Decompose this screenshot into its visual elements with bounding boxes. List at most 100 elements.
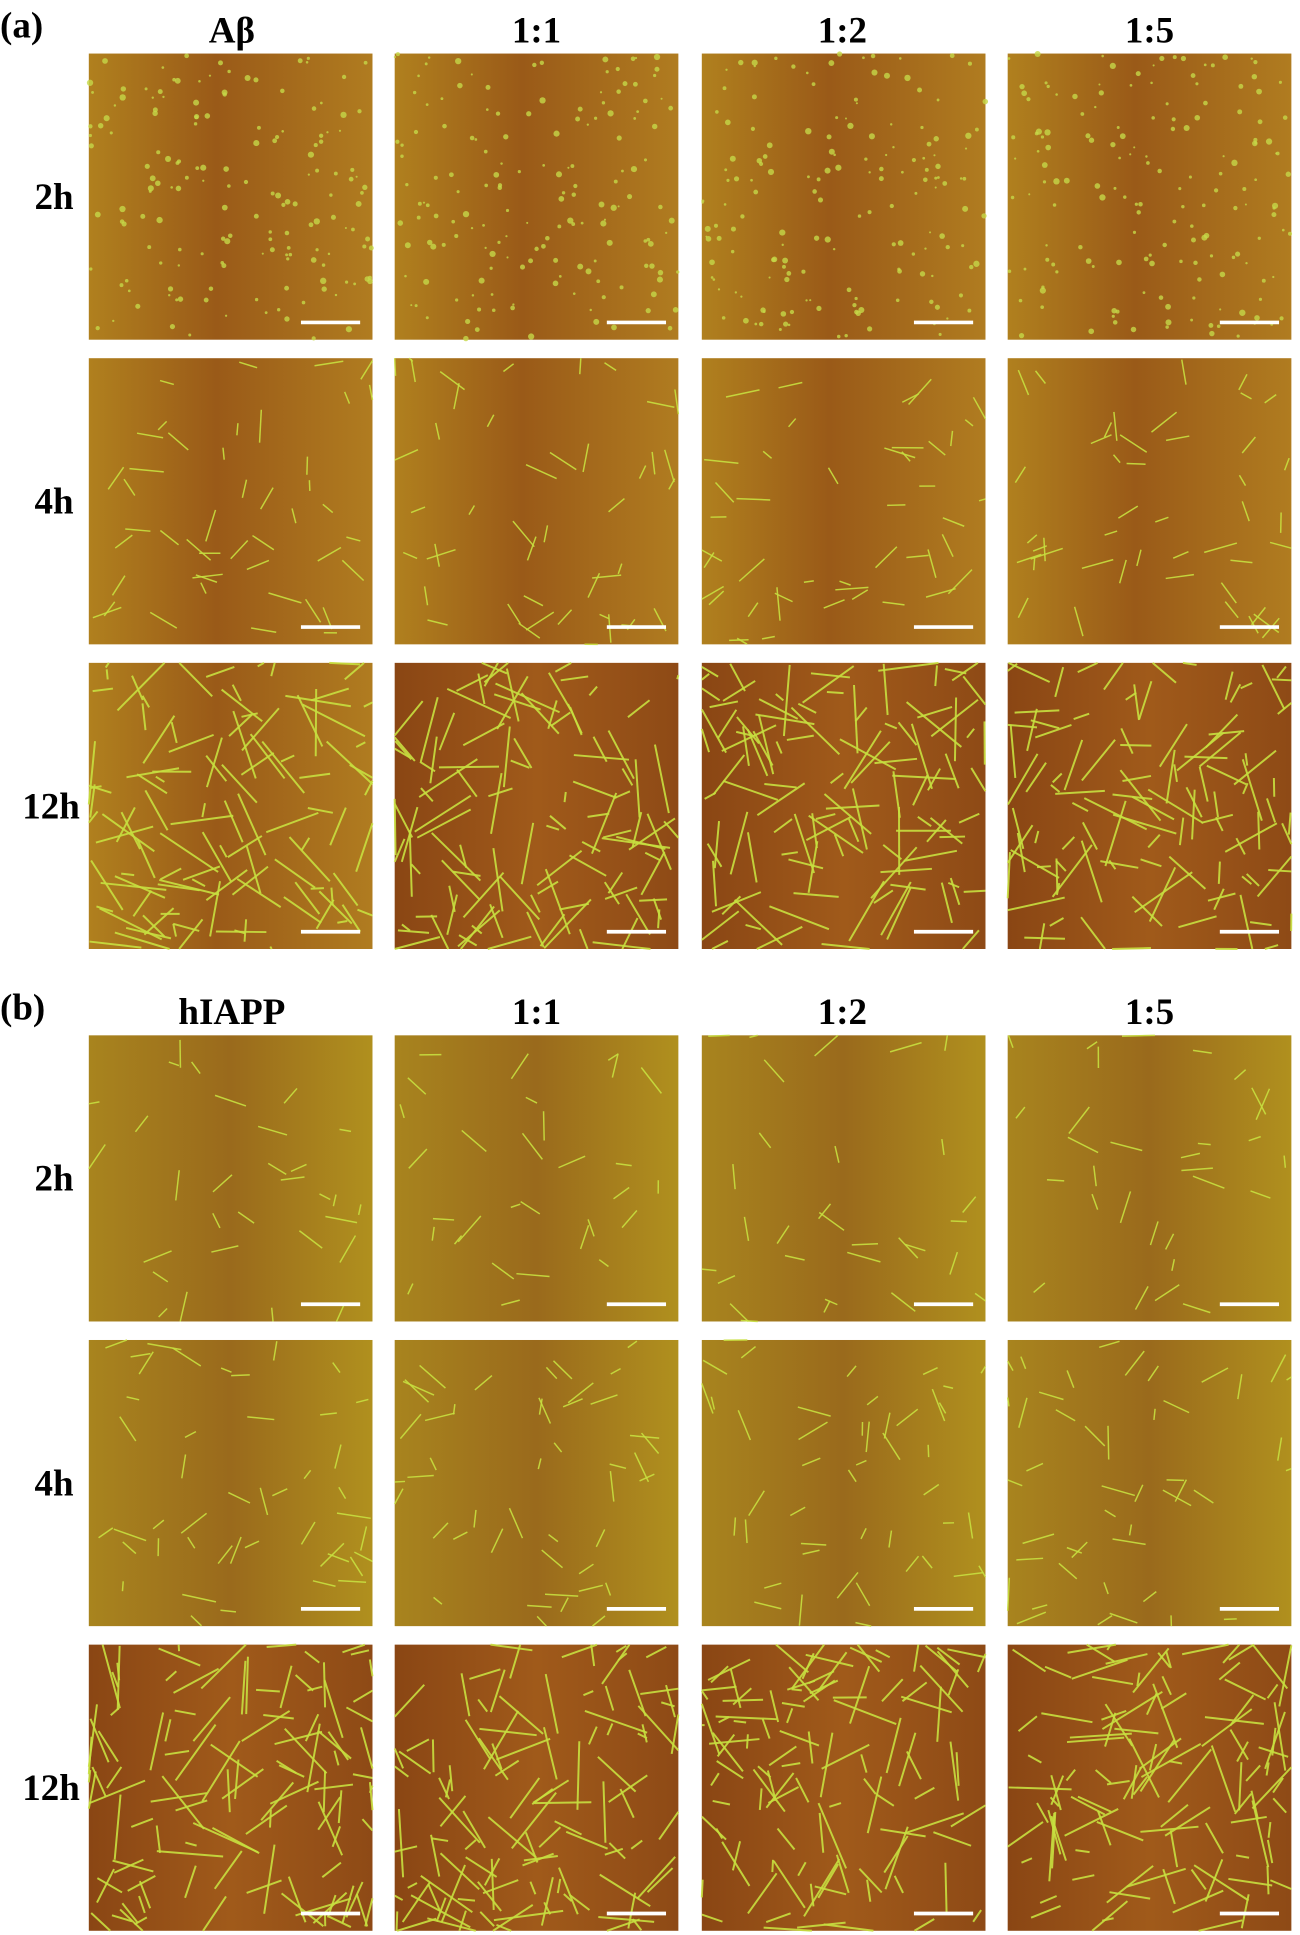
fibril	[790, 706, 841, 756]
fibril	[230, 539, 249, 560]
particle	[1275, 152, 1278, 155]
particle	[553, 130, 560, 137]
fibril	[150, 1792, 208, 1803]
particle	[292, 201, 298, 207]
fibril	[893, 1875, 904, 1894]
particle	[557, 224, 562, 229]
fibril	[536, 1615, 547, 1627]
particle	[929, 231, 932, 234]
fibril	[850, 741, 891, 784]
panel-label: (b)	[0, 987, 45, 1028]
fibril	[130, 1352, 151, 1358]
particle	[1138, 201, 1143, 207]
fibril	[951, 662, 979, 682]
particle	[1282, 115, 1288, 120]
fibril	[363, 701, 373, 708]
fibril	[433, 1596, 443, 1605]
image-background	[1007, 1339, 1292, 1627]
fibril	[1105, 1653, 1148, 1665]
fibril	[401, 923, 411, 932]
particle	[751, 59, 758, 66]
fibril	[540, 1877, 554, 1926]
fibril	[1161, 1675, 1172, 1696]
fibril	[950, 1804, 986, 1828]
fibril	[149, 1712, 165, 1771]
fibril	[1014, 466, 1027, 484]
fibril	[1131, 895, 1163, 927]
particle	[455, 57, 462, 65]
particle	[1034, 50, 1041, 58]
image-background	[88, 662, 373, 949]
particle	[725, 68, 728, 71]
fibril	[457, 909, 501, 948]
particle	[493, 171, 500, 178]
fibril	[457, 1215, 482, 1243]
fibril	[1256, 855, 1293, 898]
fibril	[1251, 1087, 1267, 1115]
fibril	[1172, 1889, 1224, 1914]
particle	[321, 286, 327, 292]
fibril	[736, 497, 771, 501]
particle	[417, 74, 420, 78]
particle	[1046, 84, 1050, 89]
fibril	[88, 1779, 146, 1805]
row-label: 2h	[35, 177, 75, 218]
fibril	[1264, 1711, 1286, 1770]
fibril	[360, 1727, 374, 1769]
fibril	[882, 1432, 901, 1461]
fibril	[818, 1211, 845, 1231]
fibril	[627, 699, 651, 718]
fibril	[826, 690, 844, 695]
fibril	[746, 729, 769, 777]
particle	[227, 69, 231, 74]
particle	[1157, 168, 1162, 174]
fibril	[1169, 1830, 1179, 1868]
particle	[253, 140, 260, 147]
fibril	[231, 1374, 250, 1377]
image-background	[88, 1035, 373, 1322]
particle	[1218, 171, 1223, 176]
fibril	[221, 763, 258, 804]
fibril	[908, 378, 932, 405]
fibril	[424, 1412, 455, 1422]
fibril	[1026, 1462, 1044, 1472]
fibril	[355, 741, 366, 748]
particle	[610, 204, 617, 211]
fibril	[530, 894, 541, 913]
fibril	[740, 1346, 757, 1359]
fibril	[1165, 749, 1176, 804]
particle	[1236, 334, 1240, 338]
image-background	[394, 358, 679, 645]
particle	[268, 237, 273, 242]
fibril	[1063, 739, 1084, 791]
fibril	[483, 1710, 520, 1770]
fibril	[490, 772, 503, 835]
particle	[1034, 131, 1039, 136]
fibril	[1091, 1193, 1099, 1210]
image-background	[1007, 1035, 1292, 1322]
particle	[362, 184, 368, 190]
particle	[847, 122, 854, 130]
fibril	[502, 726, 511, 788]
particle	[844, 333, 848, 338]
fibril	[420, 1875, 473, 1914]
fibril	[1269, 1879, 1292, 1890]
particle	[717, 288, 721, 291]
fibril	[701, 673, 710, 681]
fibril	[1180, 1152, 1201, 1159]
fibril	[745, 1734, 749, 1749]
fibril	[477, 1881, 502, 1912]
particle	[455, 298, 459, 302]
fibril	[431, 832, 482, 882]
fibril	[220, 1609, 237, 1613]
fibril	[408, 830, 413, 897]
fibril	[775, 1643, 810, 1673]
fibril	[501, 1299, 520, 1306]
fibril	[676, 674, 680, 680]
fibril	[829, 1802, 842, 1808]
fibril	[1036, 1802, 1049, 1824]
particle	[626, 193, 633, 200]
particle	[1209, 330, 1215, 337]
particle	[425, 103, 429, 106]
particle	[1026, 97, 1031, 102]
